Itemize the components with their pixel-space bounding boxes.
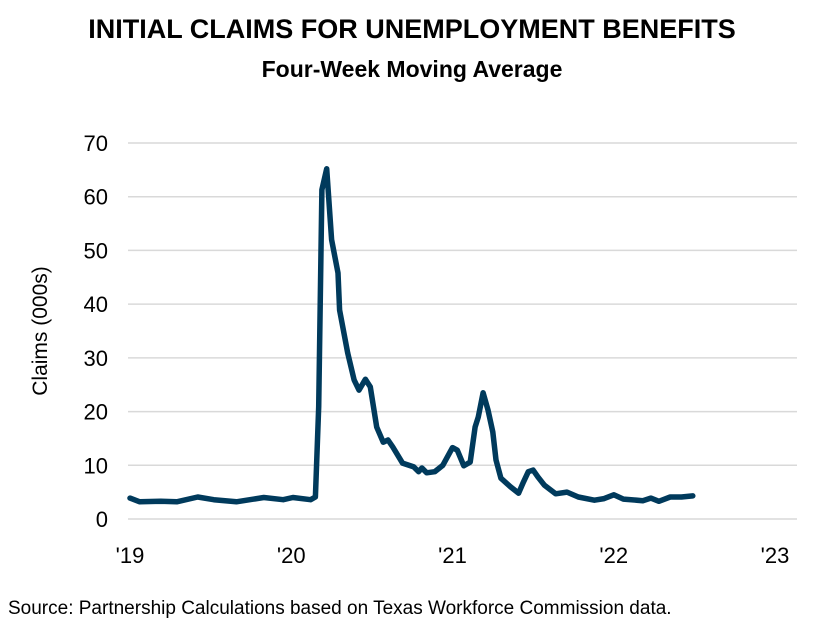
claims-line [127,166,696,505]
y-tick-label: 50 [84,238,108,263]
x-tick-label: '19 [116,543,145,568]
y-tick-label: 30 [84,346,108,371]
y-tick-label: 0 [96,507,108,532]
x-tick-label: '23 [761,543,790,568]
y-tick-label: 10 [84,453,108,478]
source-note: Source: Partnership Calculations based o… [8,598,672,619]
y-tick-label: 70 [84,131,108,156]
x-tick-label: '22 [599,543,628,568]
y-axis-label: Claims (000s) [29,266,52,396]
y-tick-label: 40 [84,292,108,317]
y-tick-label: 60 [84,185,108,210]
x-tick-label: '20 [277,543,306,568]
x-tick-label: '21 [438,543,467,568]
chart-title: INITIAL CLAIMS FOR UNEMPLOYMENT BENEFITS [88,14,736,44]
chart-subtitle: Four-Week Moving Average [261,56,563,82]
y-tick-label: 20 [84,400,108,425]
